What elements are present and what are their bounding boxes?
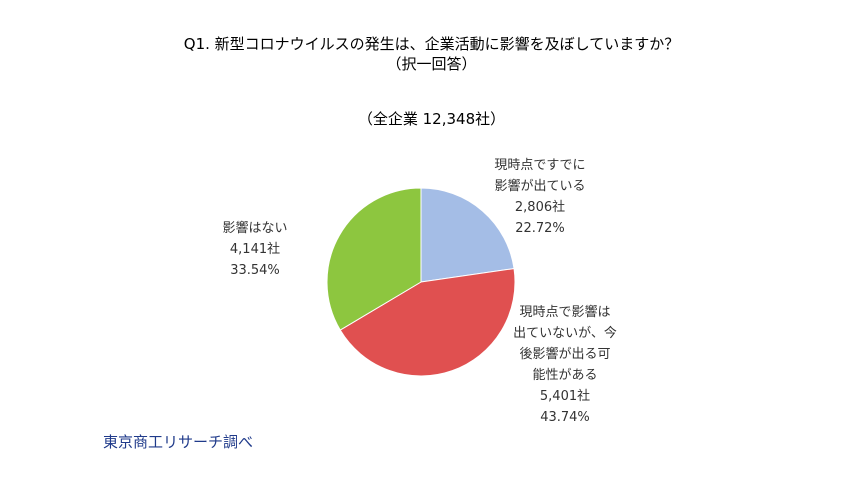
pie-slice-0: [420, 187, 515, 283]
slice-count: 4,141社: [229, 242, 281, 257]
slice-percent: 43.74%: [540, 410, 590, 425]
chart-title-line-2: （択一回答）: [386, 55, 477, 73]
slice-count: 5,401社: [539, 389, 591, 404]
pie-slice-1: [339, 268, 516, 377]
slice-label-line: 後影響が出る可: [519, 347, 611, 362]
slice-label-line: 現時点で影響は: [519, 305, 611, 320]
source-credit: 東京商工リサーチ調べ: [103, 433, 254, 451]
chart-subtitle: （全企業 12,348社）: [357, 110, 506, 128]
slice-label-line: 出ていないが、今: [513, 326, 617, 341]
slice-label-no-impact: 影響はない 4,141社 33.54%: [210, 218, 300, 281]
slice-label-may-be-affected: 現時点で影響は 出ていないが、今 後影響が出る可 能性がある 5,401社 43…: [490, 302, 640, 428]
slice-label-already-affected: 現時点ですでに 影響が出ている 2,806社 22.72%: [475, 155, 605, 239]
slice-count: 2,806社: [514, 200, 566, 215]
slice-percent: 22.72%: [515, 221, 565, 236]
chart-title-line-1: Q1. 新型コロナウイルスの発生は、企業活動に影響を及ぼしていますか？: [183, 35, 680, 53]
slice-label-line: 現時点ですでに: [494, 158, 586, 173]
slice-label-line: 能性がある: [532, 368, 598, 383]
slice-label-line: 影響が出ている: [494, 179, 586, 194]
slice-label-line: 影響はない: [222, 221, 288, 236]
pie-slice-2: [326, 187, 422, 331]
slice-percent: 33.54%: [230, 263, 280, 278]
